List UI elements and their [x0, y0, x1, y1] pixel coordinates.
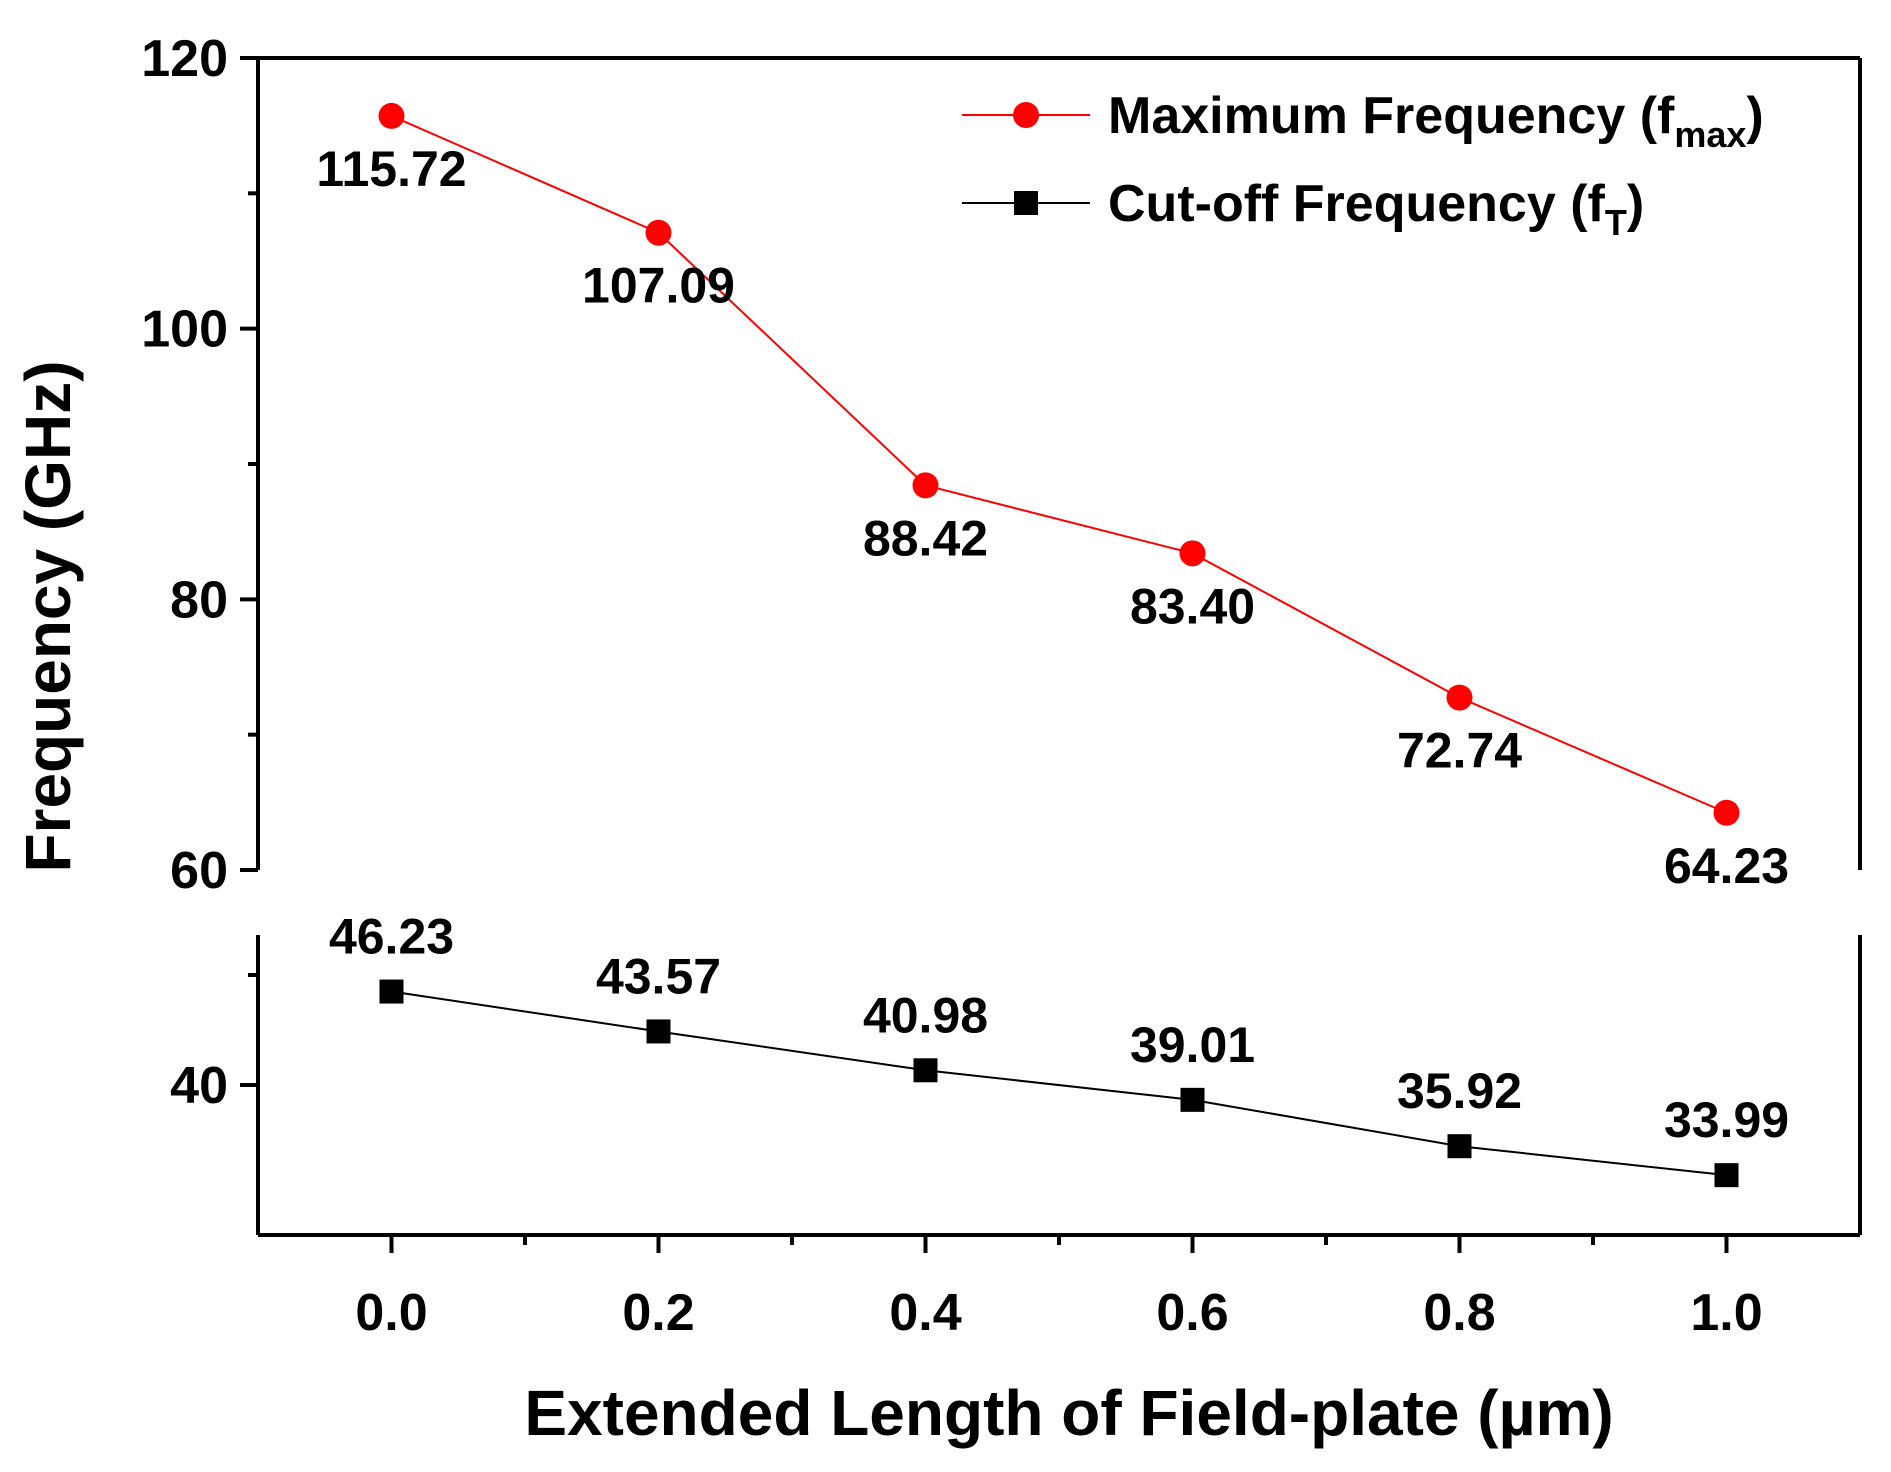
ticks: 0.0 0.2 0.4 0.6 0.8 1.0 40 60 80 100 120: [141, 30, 1762, 1342]
y-tick-label: 100: [141, 301, 228, 359]
legend-label: Maximum Frequency (fmax): [1108, 87, 1764, 155]
data-point: [913, 1058, 938, 1083]
data-label: 33.99: [1664, 1092, 1789, 1148]
series-line: [391, 115, 1727, 814]
data-label: 88.42: [863, 510, 988, 566]
x-tick-label: 0.0: [355, 1284, 427, 1342]
data-label: 64.23: [1664, 838, 1789, 894]
x-tick-label: 0.2: [622, 1284, 694, 1342]
data-point: [1179, 540, 1206, 567]
series-ft: 46.23 43.57 40.98 39.01 35.92 33.99: [329, 909, 1789, 1188]
y-tick-label: 60: [170, 842, 228, 900]
data-label: 40.98: [863, 987, 988, 1043]
legend-marker: [1014, 191, 1038, 215]
data-point: [645, 219, 672, 246]
legend-item-ft: Cut-off Frequency (fT): [962, 175, 1644, 243]
x-axis-title: Extended Length of Field-plate (µm): [524, 1377, 1613, 1449]
legend: Maximum Frequency (fmax) Cut-off Frequenc…: [962, 87, 1764, 243]
data-label: 46.23: [329, 909, 454, 965]
series-line: [391, 990, 1727, 1177]
y-tick-label: 120: [141, 30, 228, 88]
data-label: 43.57: [596, 948, 721, 1004]
data-label: 72.74: [1397, 723, 1522, 779]
y-tick-label: 80: [170, 571, 228, 629]
x-tick-label: 0.6: [1156, 1284, 1228, 1342]
data-label: 83.40: [1130, 578, 1255, 634]
data-point: [1447, 1134, 1472, 1159]
data-label: 35.92: [1397, 1063, 1522, 1119]
y-axis-title: Frequency (GHz): [12, 360, 84, 872]
x-tick-label: 0.8: [1423, 1284, 1495, 1342]
x-tick-label: 0.4: [889, 1284, 961, 1342]
data-point: [378, 102, 405, 129]
legend-label: Cut-off Frequency (fT): [1108, 175, 1644, 243]
x-tick-label: 1.0: [1690, 1284, 1762, 1342]
series-layer: 115.72 107.09 88.42 83.40 72.74 64.23 46.23 43.…: [316, 102, 1789, 1188]
data-point: [1180, 1087, 1205, 1112]
data-point: [1714, 1163, 1739, 1188]
data-point: [1446, 684, 1473, 711]
data-label: 107.09: [582, 258, 735, 314]
legend-item-fmax: Maximum Frequency (fmax): [962, 87, 1764, 155]
legend-marker: [1013, 102, 1039, 128]
data-point: [912, 472, 939, 499]
series-fmax: 115.72 107.09 88.42 83.40 72.74 64.23: [316, 102, 1789, 894]
data-label: 115.72: [316, 141, 466, 197]
data-point: [646, 1019, 671, 1044]
data-label: 39.01: [1130, 1017, 1255, 1073]
data-point: [379, 979, 404, 1004]
y-tick-label: 40: [170, 1057, 228, 1115]
data-point: [1713, 799, 1740, 826]
